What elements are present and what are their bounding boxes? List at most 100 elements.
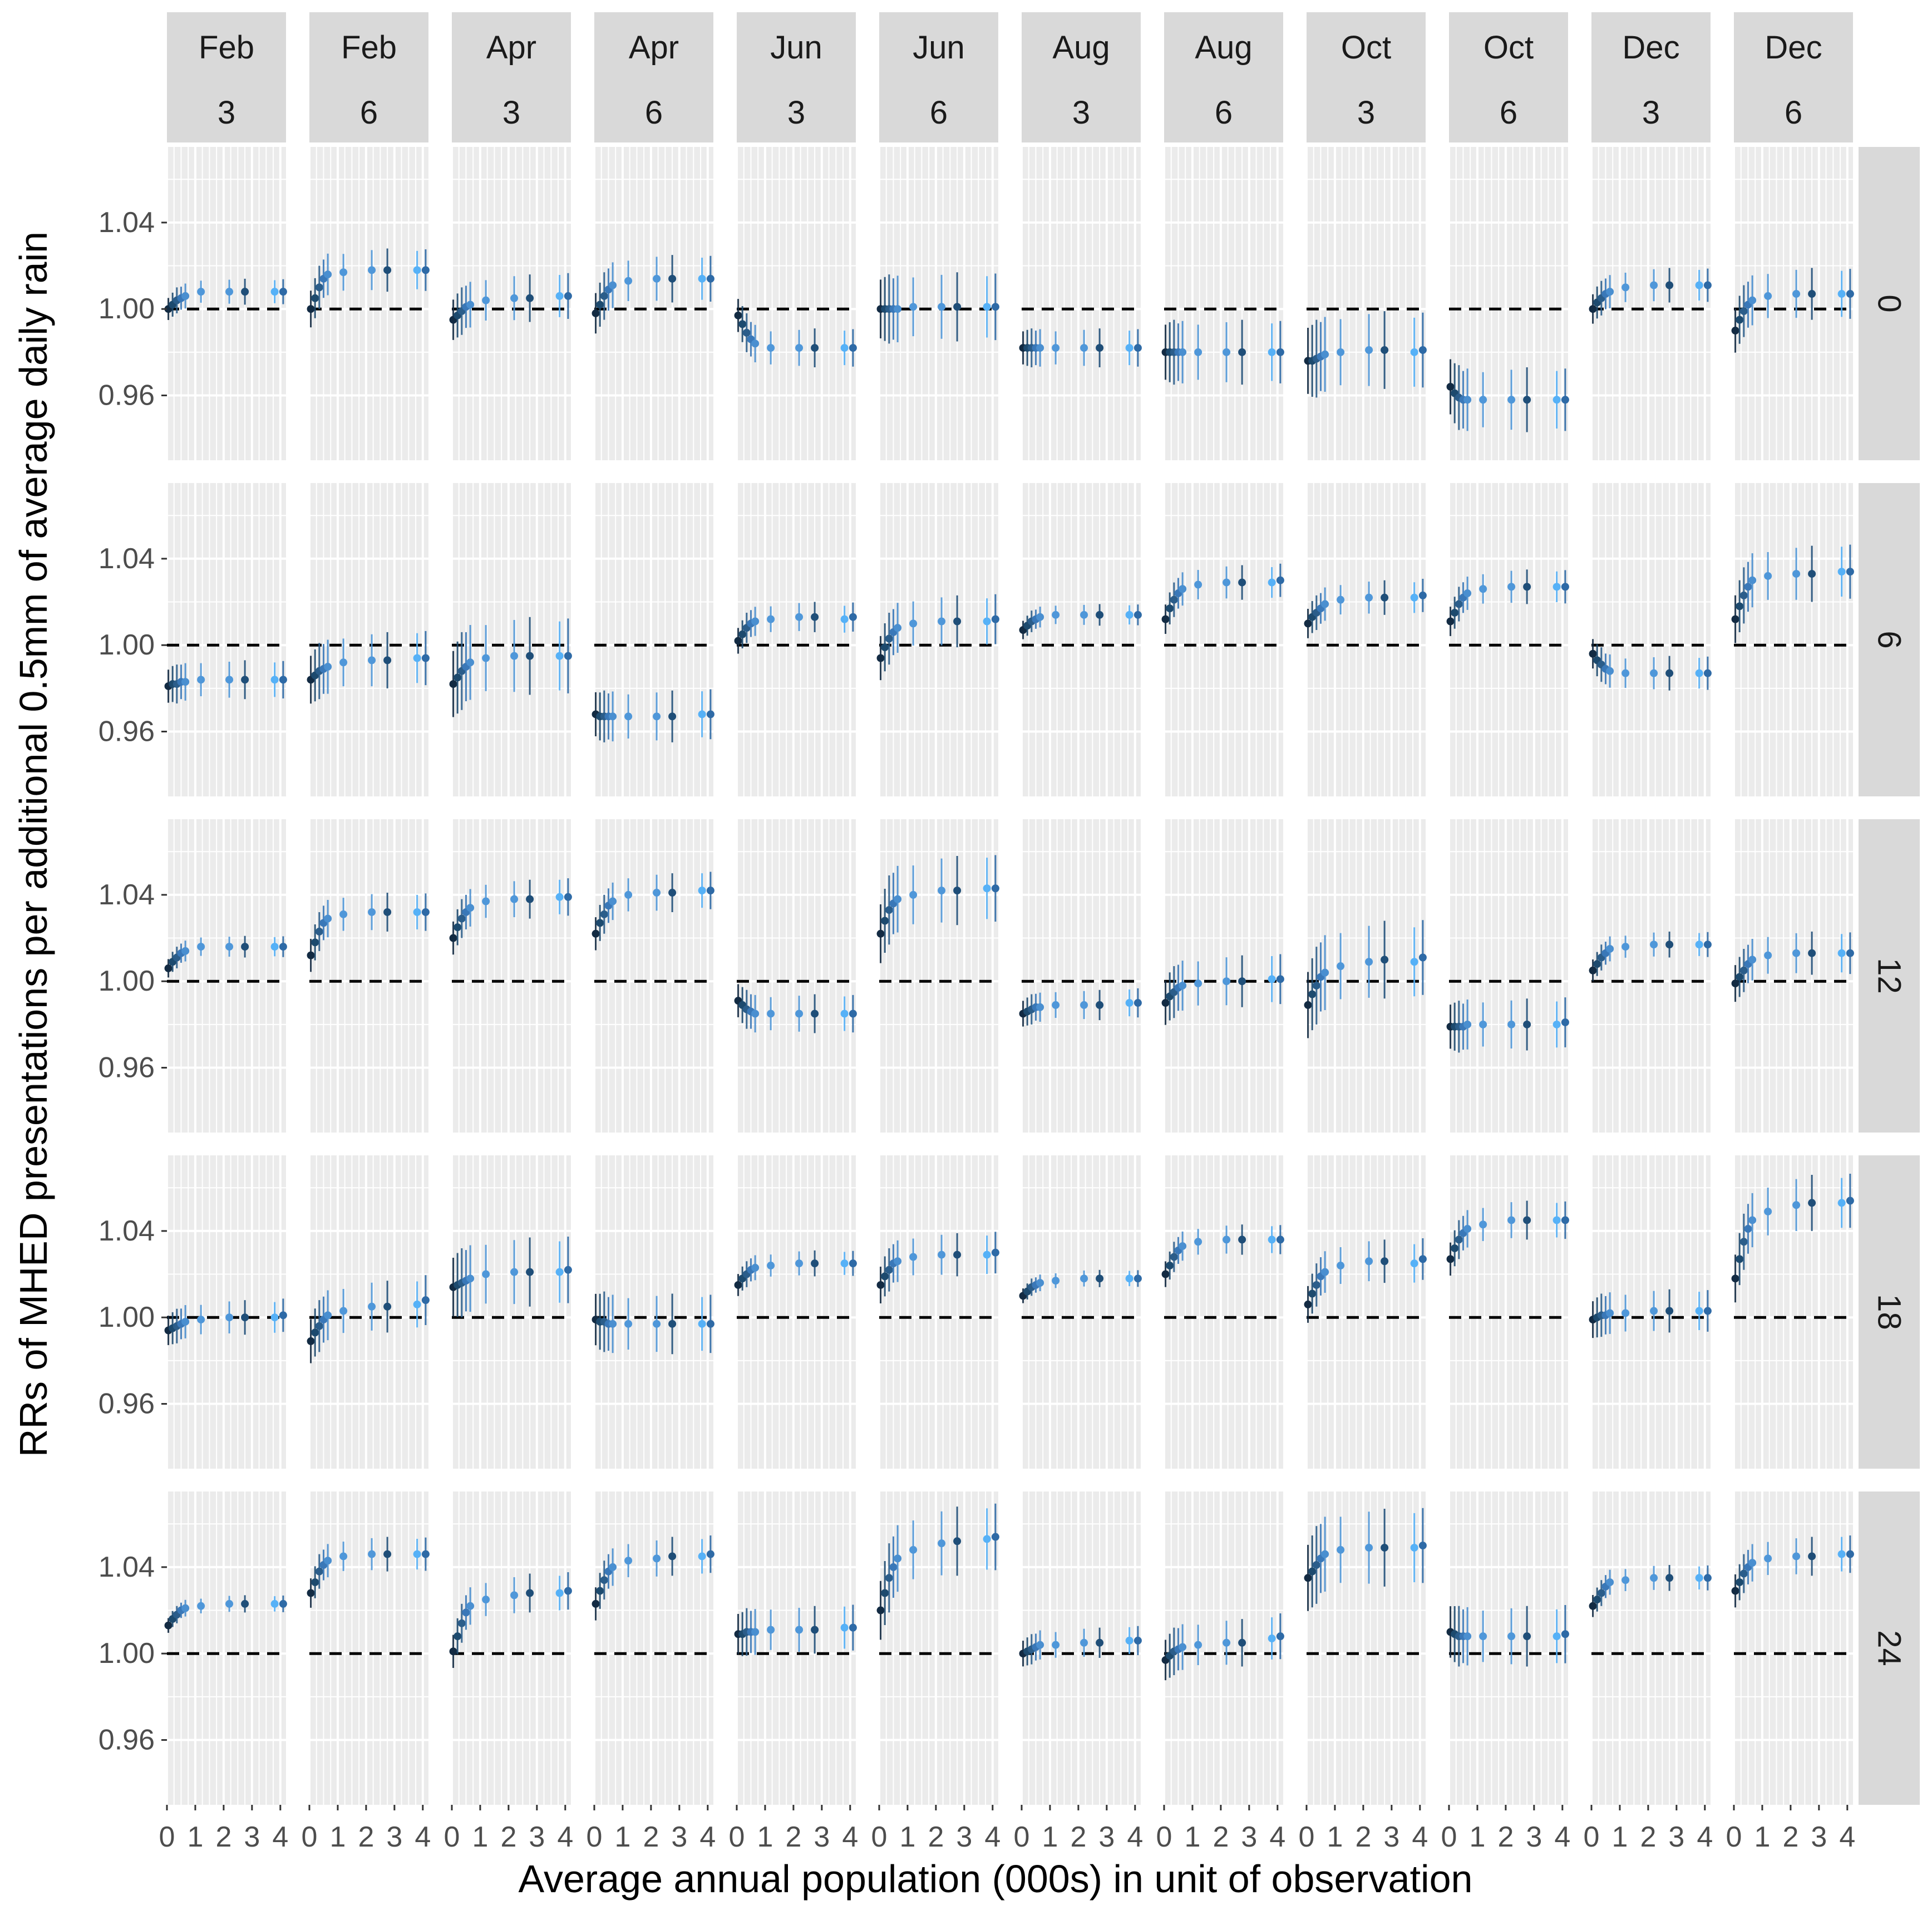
panel-background — [167, 819, 286, 1133]
panel-background — [879, 1155, 998, 1469]
estimate-point — [1606, 1309, 1614, 1317]
estimate-point — [938, 303, 946, 311]
estimate-point — [609, 712, 617, 721]
panel — [449, 1155, 572, 1469]
estimate-point — [1507, 1020, 1516, 1028]
estimate-point — [270, 943, 279, 951]
estimate-point — [1276, 1632, 1284, 1641]
y-tick-label: 1.04 — [98, 1215, 155, 1247]
estimate-point — [1312, 1561, 1320, 1569]
estimate-point — [1125, 344, 1133, 352]
estimate-point — [1304, 619, 1312, 628]
y-tick-label: 0.96 — [98, 1724, 155, 1756]
panel — [734, 147, 857, 460]
estimate-point — [1410, 1259, 1418, 1268]
col-strip-duration: 6 — [1500, 95, 1517, 131]
panel-background — [1734, 483, 1853, 796]
x-tick-label: 3 — [1526, 1821, 1542, 1853]
estimate-point — [1695, 669, 1703, 677]
panel — [1731, 819, 1854, 1133]
panel — [1161, 483, 1284, 796]
estimate-point — [1080, 1001, 1088, 1009]
estimate-point — [1736, 602, 1744, 611]
estimate-point — [181, 1317, 190, 1326]
panel — [1304, 1155, 1427, 1469]
col-strip-bg — [1307, 12, 1426, 142]
estimate-point — [1321, 350, 1329, 358]
col-strip-month: Oct — [1483, 29, 1534, 66]
y-tick-label: 0.96 — [98, 716, 155, 748]
panel-background — [1164, 483, 1283, 796]
x-tick-label: 4 — [984, 1821, 1000, 1853]
estimate-point — [1463, 396, 1472, 404]
col-strip: Aug 6 — [1164, 12, 1283, 142]
estimate-point — [668, 712, 677, 721]
panel — [734, 483, 857, 796]
y-axis-title: RRs of MHED presentations per additional… — [12, 232, 55, 1457]
estimate-point — [526, 1589, 534, 1597]
x-tick-label: 3 — [244, 1821, 260, 1853]
panel — [1304, 819, 1427, 1133]
estimate-point — [600, 1576, 608, 1584]
estimate-point — [339, 658, 348, 667]
estimate-point — [1321, 600, 1329, 608]
estimate-point — [383, 656, 392, 664]
estimate-point — [1739, 591, 1748, 599]
estimate-point — [421, 908, 430, 916]
estimate-point — [1764, 951, 1772, 959]
estimate-point — [624, 1320, 633, 1328]
estimate-point — [1052, 1277, 1060, 1285]
estimate-point — [1748, 296, 1757, 304]
estimate-point — [1736, 316, 1744, 324]
estimate-point — [1589, 966, 1597, 974]
x-tick-label: 0 — [302, 1821, 318, 1853]
estimate-point — [449, 680, 457, 688]
estimate-point — [876, 1281, 885, 1289]
panel — [449, 1491, 572, 1805]
estimate-point — [767, 615, 775, 623]
estimate-point — [564, 652, 572, 660]
estimate-point — [449, 1647, 457, 1656]
estimate-point — [270, 1599, 279, 1608]
estimate-point — [315, 283, 323, 292]
estimate-point — [1744, 583, 1752, 591]
panel — [449, 483, 572, 796]
estimate-point — [706, 274, 714, 283]
estimate-point — [510, 1591, 519, 1599]
estimate-point — [482, 1596, 490, 1604]
panel-background — [1164, 1155, 1283, 1469]
estimate-point — [1451, 608, 1459, 617]
estimate-point — [466, 301, 475, 309]
estimate-point — [197, 1316, 205, 1324]
estimate-point — [1036, 1003, 1044, 1011]
estimate-point — [1036, 344, 1044, 352]
panel-background — [1164, 147, 1283, 460]
x-tick-label: 2 — [1355, 1821, 1371, 1853]
panel — [307, 819, 430, 1133]
col-strip: Oct 6 — [1449, 12, 1568, 142]
x-tick-label: 0 — [1726, 1821, 1742, 1853]
estimate-point — [1479, 1020, 1487, 1028]
panel — [1161, 147, 1284, 460]
col-strip-bg — [1022, 12, 1141, 142]
col-strip-duration: 6 — [1215, 95, 1233, 131]
estimate-point — [1304, 1574, 1312, 1582]
estimate-point — [564, 1587, 572, 1595]
x-tick-label: 2 — [1070, 1821, 1086, 1853]
panel — [1446, 483, 1569, 796]
estimate-point — [1507, 1632, 1516, 1641]
x-tick-label: 1 — [1611, 1821, 1628, 1853]
estimate-point — [164, 964, 172, 972]
estimate-point — [1665, 1574, 1674, 1582]
y-tick-label: 1.00 — [98, 293, 155, 325]
estimate-point — [1792, 570, 1801, 578]
estimate-point — [596, 919, 604, 927]
estimate-point — [1381, 956, 1389, 964]
estimate-point — [811, 344, 819, 352]
panel-background — [167, 483, 286, 796]
col-strip: Apr 3 — [452, 12, 571, 142]
estimate-point — [1597, 1589, 1605, 1597]
y-tick-label: 1.00 — [98, 965, 155, 997]
panel — [876, 819, 999, 1133]
estimate-point — [482, 897, 490, 905]
